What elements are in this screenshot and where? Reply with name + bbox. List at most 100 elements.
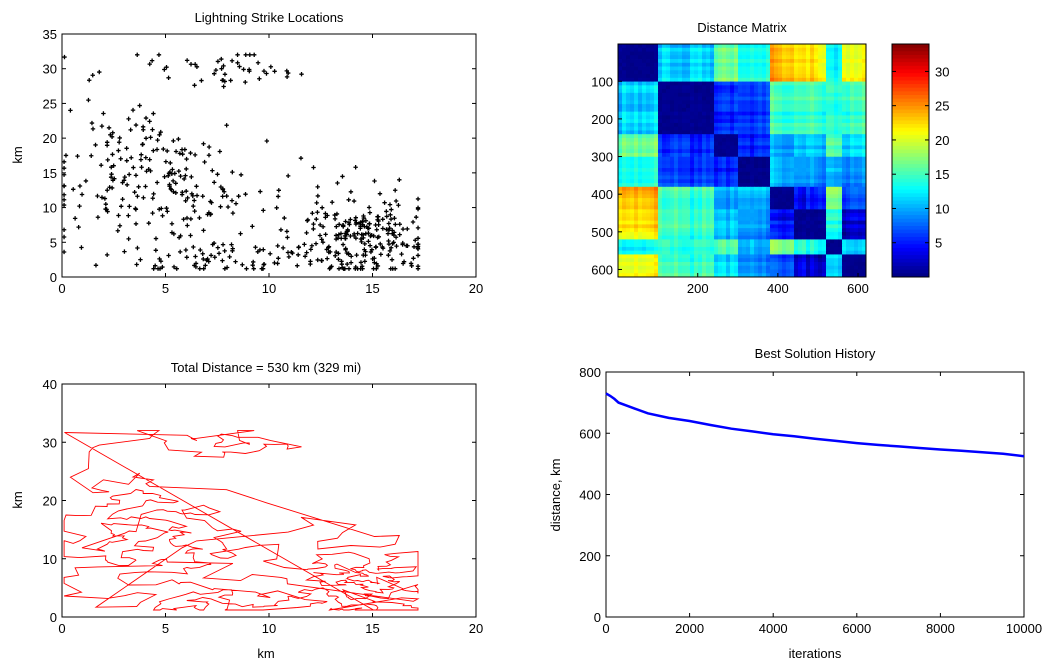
heatmap-cell bbox=[730, 89, 735, 94]
heatmap-cell bbox=[730, 47, 735, 52]
colorbar-swatch bbox=[892, 207, 929, 212]
heatmap-cell bbox=[806, 81, 811, 86]
heatmap-cell bbox=[738, 70, 743, 75]
heatmap-cell bbox=[702, 239, 707, 244]
heatmap-cell bbox=[682, 254, 687, 259]
heatmap-cell bbox=[734, 74, 739, 79]
heatmap-cell bbox=[662, 164, 667, 169]
heatmap-cell bbox=[834, 261, 839, 267]
heatmap-cell bbox=[662, 77, 667, 82]
strike-point bbox=[166, 171, 172, 176]
heatmap-cell bbox=[658, 186, 663, 191]
heatmap-cell bbox=[770, 179, 775, 184]
heatmap-cell bbox=[730, 186, 735, 191]
heatmap-cell bbox=[770, 228, 775, 233]
heatmap-cell bbox=[706, 186, 711, 191]
heatmap-cell bbox=[682, 145, 687, 150]
heatmap-cell bbox=[778, 201, 783, 206]
heatmap-cell bbox=[862, 164, 867, 169]
heatmap-cell bbox=[822, 243, 827, 248]
heatmap-cell bbox=[822, 149, 827, 154]
heatmap-cell bbox=[646, 220, 651, 225]
heatmap-cell bbox=[814, 243, 819, 248]
heatmap-cell bbox=[734, 70, 739, 75]
heatmap-cell bbox=[786, 224, 791, 229]
heatmap-cell bbox=[638, 81, 643, 86]
strike-point bbox=[295, 252, 301, 257]
heatmap-cell bbox=[658, 111, 663, 116]
heatmap-cell bbox=[854, 168, 859, 173]
heatmap-cell bbox=[798, 186, 803, 191]
heatmap-cell bbox=[702, 235, 707, 240]
heatmap-cell bbox=[838, 70, 843, 75]
heatmap-cell bbox=[710, 186, 715, 191]
heatmap-cell bbox=[850, 100, 855, 105]
heatmap-cell bbox=[710, 250, 715, 255]
strike-point bbox=[415, 225, 421, 231]
heatmap-cell bbox=[802, 179, 807, 184]
heatmap-cell bbox=[834, 171, 839, 176]
heatmap-cell bbox=[746, 130, 751, 135]
heatmap-cell bbox=[782, 149, 787, 154]
heatmap-cell bbox=[798, 243, 803, 248]
heatmap-cell bbox=[742, 261, 747, 267]
heatmap-cell bbox=[782, 100, 787, 105]
heatmap-cell bbox=[630, 164, 635, 169]
strike-point bbox=[135, 52, 140, 58]
heatmap-cell bbox=[726, 246, 731, 252]
heatmap-cell bbox=[638, 66, 643, 71]
strike-point bbox=[336, 257, 341, 262]
heatmap-cell bbox=[850, 145, 855, 150]
heatmap-cell bbox=[642, 239, 647, 244]
heatmap-cell bbox=[826, 246, 831, 252]
heatmap-cell bbox=[858, 168, 863, 173]
heatmap-cell bbox=[766, 81, 771, 86]
heatmap-cell bbox=[718, 149, 723, 154]
heatmap-cell bbox=[662, 231, 667, 237]
heatmap-cell bbox=[742, 209, 747, 214]
heatmap-cell bbox=[634, 190, 639, 195]
heatmap-cell bbox=[758, 250, 763, 255]
heatmap-cell bbox=[706, 149, 711, 154]
heatmap-cell bbox=[738, 59, 743, 64]
heatmap-cell bbox=[654, 59, 659, 64]
strike-point bbox=[121, 178, 127, 183]
heatmap-cell bbox=[774, 137, 779, 143]
heatmap-cell bbox=[714, 228, 719, 233]
strike-point bbox=[197, 215, 202, 221]
heatmap-cell bbox=[694, 107, 699, 113]
heatmap-cell bbox=[850, 115, 855, 120]
heatmap-cell bbox=[762, 141, 767, 146]
heatmap-cell bbox=[682, 224, 687, 229]
heatmap-cell bbox=[786, 209, 791, 214]
strike-point bbox=[133, 207, 139, 212]
strike-point bbox=[62, 234, 67, 240]
heatmap-cell bbox=[702, 231, 707, 237]
heatmap-cell bbox=[766, 269, 771, 274]
heatmap-cell bbox=[758, 66, 763, 71]
heatmap-cell bbox=[782, 156, 787, 161]
heatmap-cell bbox=[766, 273, 771, 278]
heatmap-cell bbox=[642, 164, 647, 169]
heatmap-cell bbox=[782, 85, 787, 90]
heatmap-cell bbox=[690, 220, 695, 225]
heatmap-cell bbox=[630, 59, 635, 64]
heatmap-cell bbox=[834, 111, 839, 116]
heatmap-cell bbox=[794, 77, 799, 82]
heatmap-cell bbox=[806, 115, 811, 120]
heatmap-cell bbox=[674, 213, 679, 218]
heatmap-cell bbox=[670, 254, 675, 259]
heatmap-cell bbox=[770, 258, 775, 263]
heatmap-cell bbox=[826, 250, 831, 255]
heatmap-cell bbox=[842, 205, 847, 210]
strike-point bbox=[275, 243, 280, 249]
heatmap-cell bbox=[806, 119, 811, 124]
heatmap-cell bbox=[762, 59, 767, 64]
heatmap-cell bbox=[858, 74, 863, 79]
heatmap-cell bbox=[770, 119, 775, 124]
heatmap-cell bbox=[822, 198, 827, 203]
strike-point bbox=[368, 249, 374, 255]
heatmap-cell bbox=[618, 246, 623, 252]
heatmap-cell bbox=[662, 261, 667, 267]
heatmap-cell bbox=[842, 100, 847, 105]
